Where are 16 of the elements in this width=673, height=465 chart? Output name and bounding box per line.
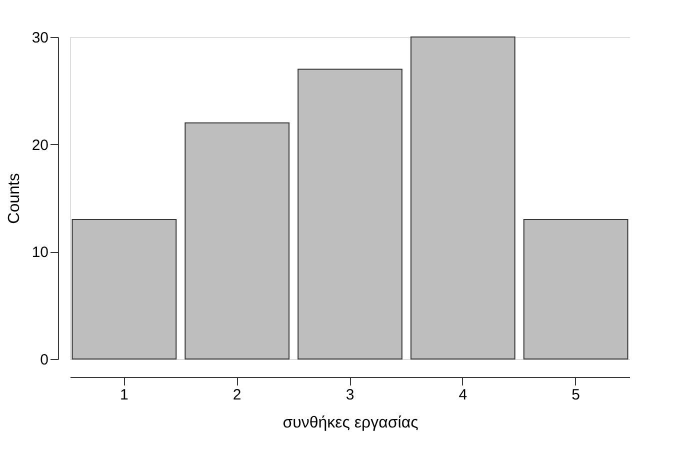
y-tick-label: 0 bbox=[40, 352, 48, 368]
bar bbox=[298, 68, 402, 360]
x-tick-label: 3 bbox=[346, 386, 354, 404]
y-tick-label: 20 bbox=[32, 136, 48, 154]
x-tick-label: 5 bbox=[572, 386, 580, 404]
x-tick-label: 4 bbox=[458, 386, 468, 404]
y-axis-title: Counts bbox=[6, 173, 23, 224]
bar bbox=[410, 36, 516, 360]
x-tick-label: 2 bbox=[232, 386, 242, 404]
bar bbox=[523, 218, 628, 360]
y-tick-label: 30 bbox=[32, 30, 48, 46]
y-tick-label: 10 bbox=[32, 244, 48, 262]
x-tick-label: 1 bbox=[120, 386, 128, 404]
bar bbox=[184, 122, 290, 360]
x-axis-title: συνθήκες εργασίας bbox=[282, 414, 419, 432]
bar bbox=[72, 218, 177, 360]
